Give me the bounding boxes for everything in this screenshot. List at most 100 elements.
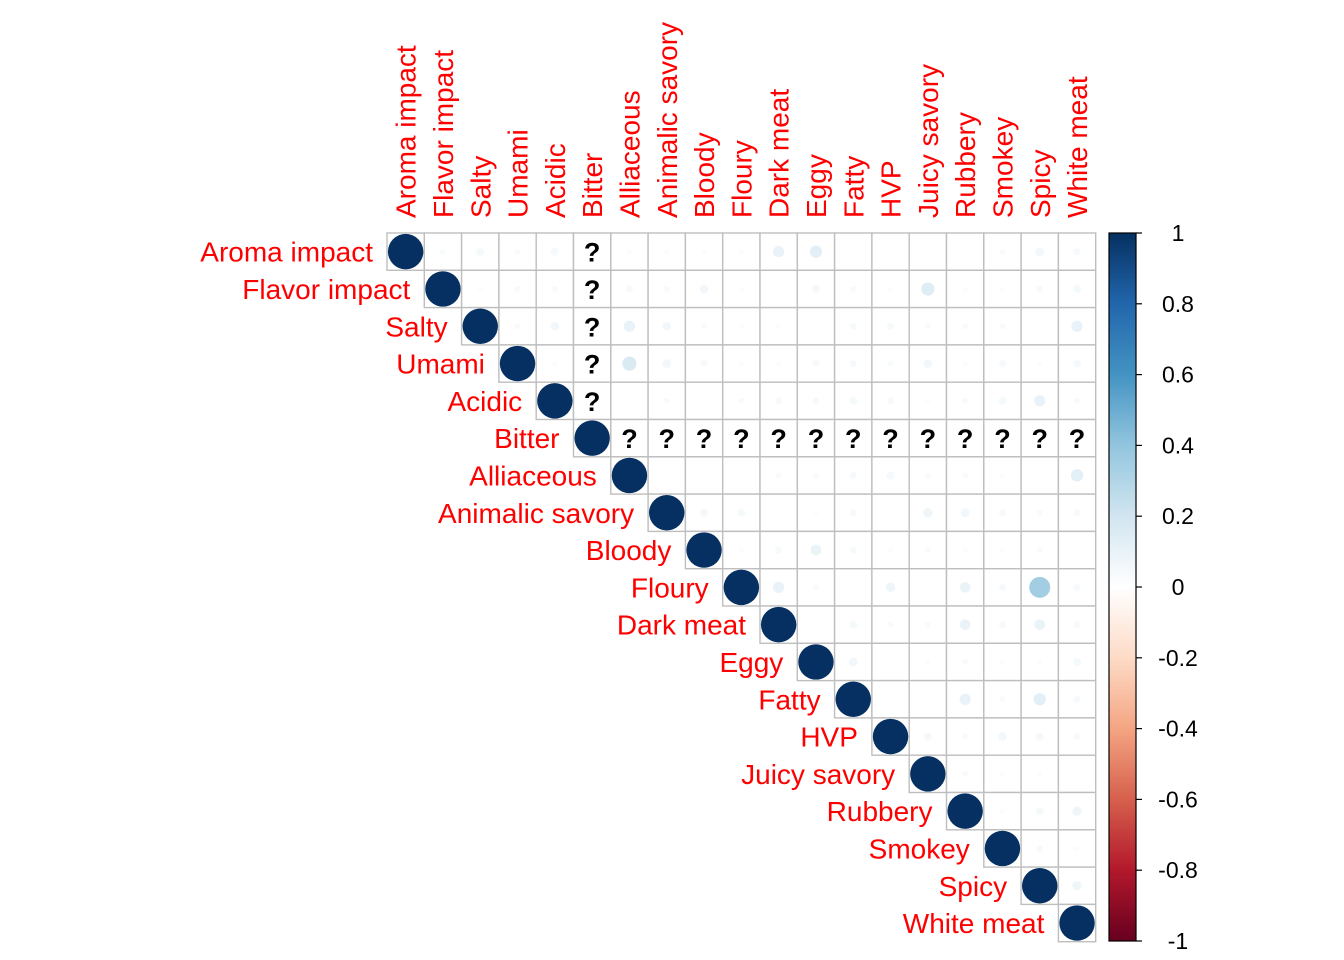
- correlation-circle: [1073, 397, 1081, 404]
- correlation-circle: [962, 472, 969, 479]
- correlation-circle: [702, 399, 706, 403]
- correlation-circle: [999, 659, 1005, 665]
- correlation-circle: [425, 271, 461, 307]
- correlation-circle: [998, 360, 1006, 368]
- correlation-circle: [887, 621, 894, 628]
- correlation-circle: [962, 770, 969, 777]
- correlation-circle: [776, 361, 782, 367]
- correlation-circle: [814, 622, 818, 627]
- missing-value-mark: ?: [584, 350, 601, 380]
- grid-cell: [908, 232, 948, 271]
- correlation-circle: [812, 472, 820, 479]
- correlation-circle: [1071, 320, 1083, 332]
- correlation-circle: [625, 285, 633, 293]
- correlation-circle: [737, 508, 746, 517]
- correlation-circle: [888, 510, 893, 515]
- correlation-circle: [925, 659, 931, 665]
- col-label-salty: Salty: [465, 156, 496, 218]
- row-label-salty: Salty: [385, 311, 447, 342]
- correlation-circle: [962, 658, 969, 666]
- row-label-juicy-savory: Juicy savory: [741, 759, 895, 790]
- correlation-circle: [962, 361, 968, 367]
- col-label-floury: Floury: [726, 140, 757, 218]
- missing-value-mark: ?: [1032, 424, 1049, 454]
- color-legend-tick-label: 0.8: [1162, 291, 1194, 317]
- grid-cell: [945, 232, 985, 271]
- correlation-circle: [551, 285, 558, 293]
- correlation-circle: [926, 585, 930, 590]
- color-legend-tick-label: 0.4: [1162, 432, 1194, 458]
- row-label-spicy: Spicy: [939, 871, 1007, 902]
- correlation-circle: [1033, 693, 1046, 706]
- column-labels: Aroma impact Flavor impact Salty Umami Acidi…: [391, 22, 1093, 218]
- grid-cell: [1020, 418, 1060, 458]
- col-label-hvp: HVP: [876, 160, 907, 218]
- missing-value-mark: ?: [621, 424, 638, 454]
- correlation-circle: [738, 361, 744, 367]
- row-label-floury: Floury: [631, 572, 709, 603]
- row-label-bloody: Bloody: [586, 535, 672, 566]
- correlation-circle: [849, 322, 857, 330]
- correlation-circle: [998, 732, 1007, 741]
- correlation-circle: [887, 360, 894, 367]
- grid-cell: [610, 381, 649, 421]
- grid-cell: [983, 418, 1022, 458]
- correlation-circle: [775, 472, 782, 479]
- row-labels: Aroma impact Flavor impact Salty Umami Acidi…: [200, 237, 1044, 939]
- correlation-circle: [1073, 359, 1082, 368]
- correlation-circle: [962, 323, 969, 330]
- correlation-circle: [626, 249, 632, 255]
- correlation-circle: [700, 508, 709, 517]
- correlation-circle: [611, 457, 648, 494]
- correlation-circle: [664, 473, 669, 478]
- row-label-fatty: Fatty: [758, 684, 820, 715]
- correlation-circle: [1072, 806, 1082, 816]
- grid-cell: [759, 269, 798, 309]
- row-label-bitter: Bitter: [494, 423, 559, 454]
- correlation-circle: [1036, 509, 1043, 516]
- correlation-circle: [462, 308, 498, 344]
- correlation-circle: [998, 509, 1006, 517]
- correlation-circle: [998, 583, 1006, 591]
- grid-cells: [386, 232, 1097, 943]
- correlation-circle: [662, 321, 672, 331]
- missing-value-mark: ?: [845, 424, 862, 454]
- correlation-circle: [959, 693, 971, 705]
- color-legend-tick-label: 0: [1172, 574, 1185, 600]
- missing-value-mark: ?: [584, 238, 601, 268]
- correlation-circle: [812, 397, 820, 405]
- correlation-circle: [649, 495, 685, 531]
- row-label-hvp: HVP: [800, 722, 858, 753]
- correlation-circle: [923, 359, 933, 368]
- missing-value-mark: ?: [584, 312, 601, 342]
- correlation-circle: [1037, 659, 1043, 665]
- correlation-circle: [701, 249, 707, 255]
- row-label-alliaceous: Alliaceous: [469, 460, 597, 491]
- correlation-circle: [1073, 657, 1082, 666]
- missing-value-mark: ?: [920, 424, 937, 454]
- row-label-eggy: Eggy: [719, 647, 783, 678]
- correlation-circle: [1072, 881, 1082, 891]
- correlation-circle: [1075, 548, 1079, 552]
- correlation-circle: [999, 696, 1006, 703]
- color-legend-tick-label: -1: [1168, 928, 1188, 954]
- correlation-circle: [1073, 621, 1081, 629]
- correlation-circle: [760, 606, 797, 643]
- color-legend-bar: [1108, 232, 1137, 942]
- grid-cell: [1057, 344, 1097, 383]
- missing-value-mark: ?: [1069, 424, 1086, 454]
- correlation-circle: [872, 718, 909, 755]
- correlation-circle: [999, 472, 1005, 478]
- col-label-aroma-impact: Aroma impact: [391, 45, 422, 218]
- grid-cell: [572, 381, 612, 421]
- correlation-circle: [1075, 772, 1079, 776]
- color-legend-tick-label: 1: [1172, 220, 1185, 246]
- grid-cell: [1020, 306, 1060, 346]
- color-legend-tick-label: -0.8: [1158, 857, 1198, 883]
- correlation-circle: [439, 248, 447, 255]
- grid-cell: [871, 232, 910, 271]
- col-label-juicy-savory: Juicy savory: [913, 64, 944, 218]
- color-legend-tick-label: -0.2: [1158, 645, 1198, 671]
- correlation-circle: [984, 830, 1021, 867]
- col-label-rubbery: Rubbery: [950, 112, 981, 218]
